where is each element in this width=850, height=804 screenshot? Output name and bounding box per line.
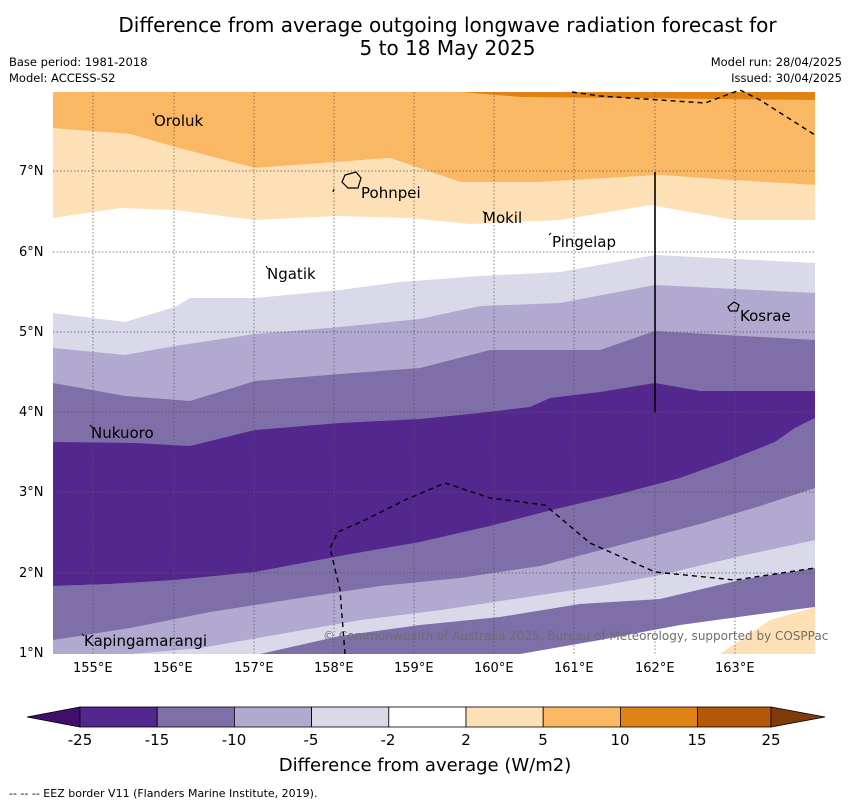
colorbar-bin-2: [156, 706, 235, 728]
band-10-to-15: [460, 92, 815, 101]
copyright-notice: © Commonwealth of Australia 2025, Bureau…: [323, 629, 829, 643]
colorbar-tick: 2: [461, 731, 471, 749]
colorbar-tick: 10: [610, 731, 630, 749]
place-label-kosrae: Kosrae: [740, 307, 791, 325]
colorbar-bin-8: [620, 706, 699, 728]
issued-date: Issued: 30/04/2025: [731, 71, 842, 85]
kosrae-island-outline: [727, 301, 740, 312]
band-5-to-10: [53, 92, 815, 185]
colorbar-bin-1: [79, 706, 158, 728]
colorbar: [26, 706, 826, 728]
lon-tick-156: 156°E: [153, 661, 193, 676]
colorbar-tick: -10: [221, 731, 247, 749]
colorbar-tick: -2: [380, 731, 396, 749]
band-lower-minus-5: [53, 488, 815, 654]
place-label-nukuoro: Nukuoro: [91, 424, 154, 442]
colorbar-max-extension: [770, 706, 826, 728]
band-lower-minus-10: [53, 418, 815, 640]
place-label-pingelap: Pingelap: [552, 233, 617, 251]
lon-tick-161: 161°E: [554, 661, 594, 676]
olr-anomaly-field: [53, 92, 815, 654]
colorbar-tick: -15: [144, 731, 170, 749]
lat-tick-4: 4°N: [19, 405, 44, 420]
ant-atoll-mark: [332, 188, 335, 193]
colorbar-tick: -25: [67, 731, 93, 749]
lon-tick-157: 157°E: [234, 661, 274, 676]
place-label-kapingamarangi: Kapingamarangi: [84, 632, 208, 650]
place-label-mokil: Mokil: [483, 209, 523, 227]
base-period: Base period: 1981-2018: [9, 55, 148, 69]
lon-tick-162: 162°E: [635, 661, 675, 676]
lat-tick-3: 3°N: [19, 485, 44, 500]
lon-tick-159: 159°E: [394, 661, 434, 676]
lat-tick-6: 6°N: [19, 245, 44, 260]
pohnpei-island-outline: [341, 171, 362, 189]
place-label-pohnpei: Pohnpei: [361, 184, 421, 202]
map-title-line-2: 5 to 18 May 2025: [359, 36, 536, 60]
lat-tick-5: 5°N: [19, 325, 44, 340]
colorbar-bin-7: [542, 706, 621, 728]
place-label-ngatik: Ngatik: [267, 265, 316, 283]
colorbar-bin-4: [311, 706, 390, 728]
lon-tick-160: 160°E: [474, 661, 514, 676]
colorbar-tick: 15: [687, 731, 707, 749]
band-2-to-5: [53, 128, 815, 224]
lat-tick-7: 7°N: [19, 164, 44, 179]
colorbar-tick: 25: [761, 731, 781, 749]
model-run: Model run: 28/04/2025: [710, 55, 842, 69]
colorbar-bin-9: [697, 706, 772, 728]
colorbar-bin-3: [233, 706, 312, 728]
atoll-marks: [81, 112, 552, 637]
colorbar-bin-5: [388, 706, 467, 728]
map-title-line-1: Difference from average outgoing longwav…: [118, 13, 777, 37]
lon-tick-158: 158°E: [314, 661, 354, 676]
map-panel: [53, 89, 816, 655]
model-name: Model: ACCESS-S2: [9, 71, 116, 85]
eez-footnote: -- -- -- EEZ border V11 (Flanders Marine…: [9, 787, 318, 800]
band-minus-15-to-minus-25: [53, 383, 815, 586]
lon-tick-155: 155°E: [73, 661, 113, 676]
colorbar-min-extension: [26, 706, 81, 728]
lat-tick-1: 1°N: [19, 646, 44, 661]
colorbar-tick: -5: [303, 731, 319, 749]
place-label-oroluk: Oroluk: [154, 112, 204, 130]
lat-tick-2: 2°N: [19, 566, 44, 581]
colorbar-bin-6: [465, 706, 544, 728]
band-lower-2-to-5: [720, 607, 815, 654]
colorbar-label: Difference from average (W/m2): [278, 755, 572, 776]
colorbar-tick: 5: [538, 731, 548, 749]
lon-tick-163: 163°E: [715, 661, 755, 676]
